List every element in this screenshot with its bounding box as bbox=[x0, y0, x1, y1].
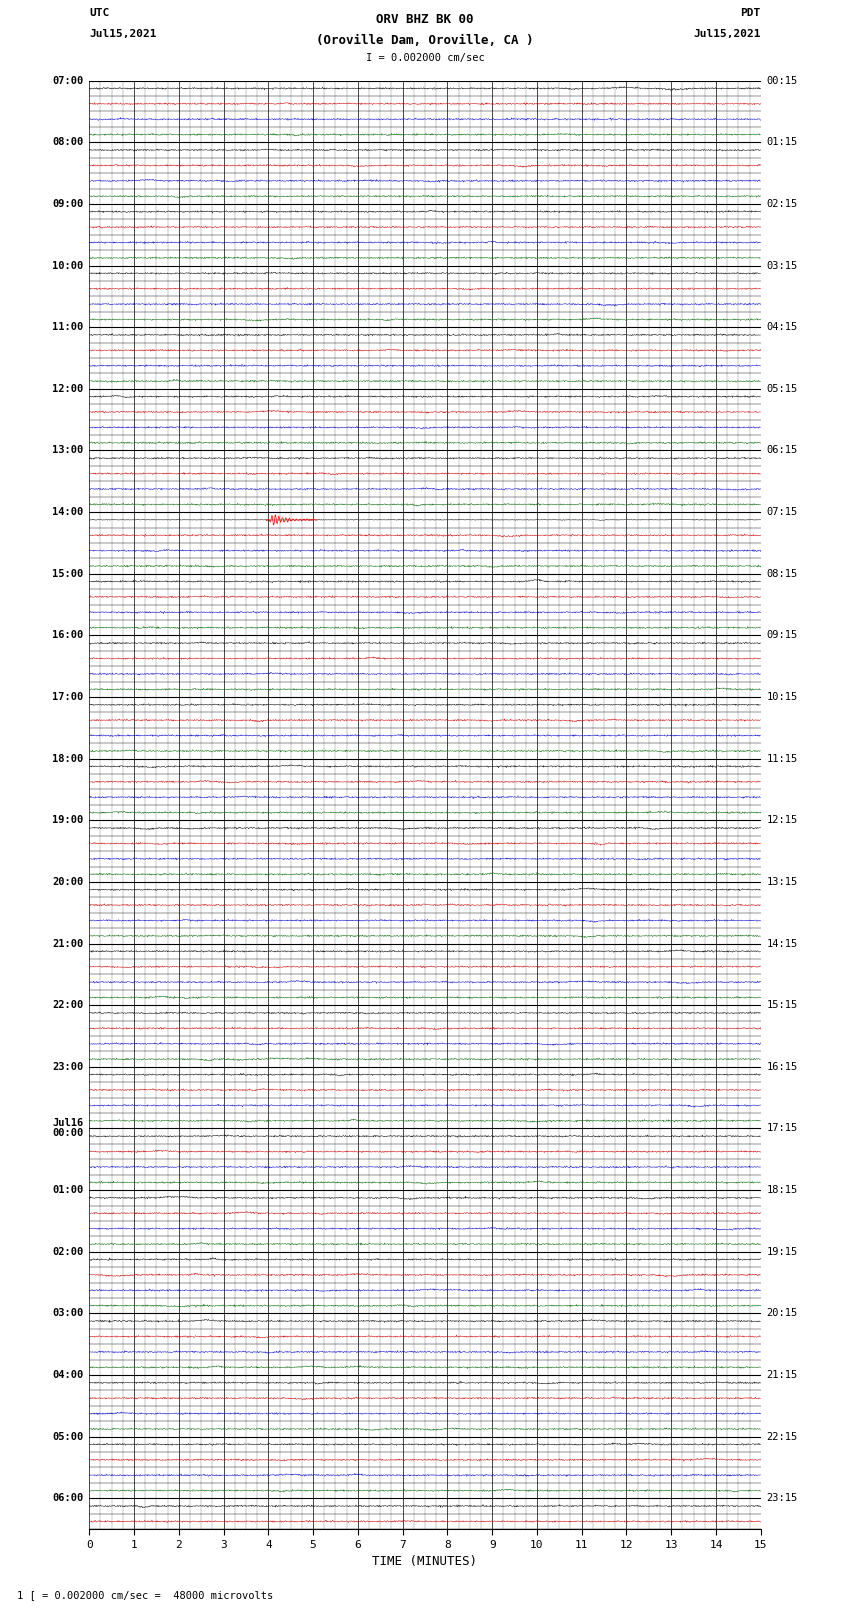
Text: 12:00: 12:00 bbox=[52, 384, 83, 394]
Text: 11:15: 11:15 bbox=[767, 753, 798, 763]
Text: 15:00: 15:00 bbox=[52, 569, 83, 579]
Text: 08:15: 08:15 bbox=[767, 569, 798, 579]
Text: 02:15: 02:15 bbox=[767, 198, 798, 210]
Text: 06:00: 06:00 bbox=[52, 1494, 83, 1503]
Text: ORV BHZ BK 00: ORV BHZ BK 00 bbox=[377, 13, 473, 26]
Text: 20:00: 20:00 bbox=[52, 877, 83, 887]
Text: 19:00: 19:00 bbox=[52, 815, 83, 826]
Text: 02:00: 02:00 bbox=[52, 1247, 83, 1257]
Text: 22:00: 22:00 bbox=[52, 1000, 83, 1010]
Text: UTC: UTC bbox=[89, 8, 110, 18]
Text: 15:15: 15:15 bbox=[767, 1000, 798, 1010]
Text: 1 [ = 0.002000 cm/sec =  48000 microvolts: 1 [ = 0.002000 cm/sec = 48000 microvolts bbox=[17, 1590, 273, 1600]
Text: 12:15: 12:15 bbox=[767, 815, 798, 826]
Text: 23:00: 23:00 bbox=[52, 1061, 83, 1073]
Text: Jul16: Jul16 bbox=[52, 1118, 83, 1129]
Text: 06:15: 06:15 bbox=[767, 445, 798, 455]
Text: Jul15,2021: Jul15,2021 bbox=[694, 29, 761, 39]
Text: 11:00: 11:00 bbox=[52, 323, 83, 332]
Text: 00:00: 00:00 bbox=[52, 1129, 83, 1139]
Text: 09:15: 09:15 bbox=[767, 631, 798, 640]
Text: 03:00: 03:00 bbox=[52, 1308, 83, 1318]
Text: 13:15: 13:15 bbox=[767, 877, 798, 887]
Text: 14:15: 14:15 bbox=[767, 939, 798, 948]
Text: 04:00: 04:00 bbox=[52, 1369, 83, 1381]
Text: 19:15: 19:15 bbox=[767, 1247, 798, 1257]
X-axis label: TIME (MINUTES): TIME (MINUTES) bbox=[372, 1555, 478, 1568]
Text: 20:15: 20:15 bbox=[767, 1308, 798, 1318]
Text: 03:15: 03:15 bbox=[767, 261, 798, 271]
Text: 01:15: 01:15 bbox=[767, 137, 798, 147]
Text: 18:00: 18:00 bbox=[52, 753, 83, 763]
Text: 07:15: 07:15 bbox=[767, 506, 798, 518]
Text: 21:00: 21:00 bbox=[52, 939, 83, 948]
Text: (Oroville Dam, Oroville, CA ): (Oroville Dam, Oroville, CA ) bbox=[316, 34, 534, 47]
Text: 14:00: 14:00 bbox=[52, 506, 83, 518]
Text: 05:00: 05:00 bbox=[52, 1432, 83, 1442]
Text: I = 0.002000 cm/sec: I = 0.002000 cm/sec bbox=[366, 53, 484, 63]
Text: 23:15: 23:15 bbox=[767, 1494, 798, 1503]
Text: 01:00: 01:00 bbox=[52, 1186, 83, 1195]
Text: 17:15: 17:15 bbox=[767, 1124, 798, 1134]
Text: 16:15: 16:15 bbox=[767, 1061, 798, 1073]
Text: 21:15: 21:15 bbox=[767, 1369, 798, 1381]
Text: Jul15,2021: Jul15,2021 bbox=[89, 29, 156, 39]
Text: 07:00: 07:00 bbox=[52, 76, 83, 85]
Text: 17:00: 17:00 bbox=[52, 692, 83, 702]
Text: 10:00: 10:00 bbox=[52, 261, 83, 271]
Text: 16:00: 16:00 bbox=[52, 631, 83, 640]
Text: 13:00: 13:00 bbox=[52, 445, 83, 455]
Text: 04:15: 04:15 bbox=[767, 323, 798, 332]
Text: 10:15: 10:15 bbox=[767, 692, 798, 702]
Text: 18:15: 18:15 bbox=[767, 1186, 798, 1195]
Text: 22:15: 22:15 bbox=[767, 1432, 798, 1442]
Text: 00:15: 00:15 bbox=[767, 76, 798, 85]
Text: 05:15: 05:15 bbox=[767, 384, 798, 394]
Text: 09:00: 09:00 bbox=[52, 198, 83, 210]
Text: PDT: PDT bbox=[740, 8, 761, 18]
Text: 08:00: 08:00 bbox=[52, 137, 83, 147]
